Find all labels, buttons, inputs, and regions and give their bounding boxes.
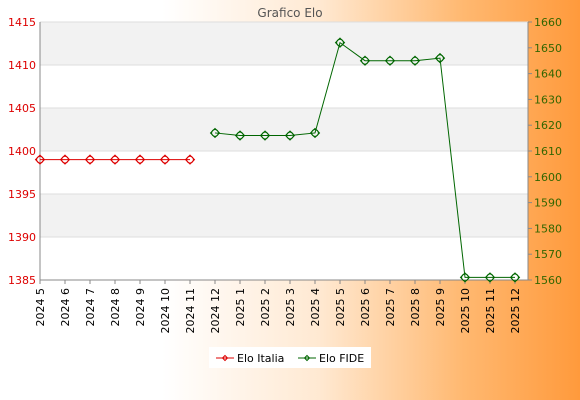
right-tick-label-1570: 1570 [534,248,562,261]
right-tick-label-1600: 1600 [534,171,562,184]
plot-band [40,108,528,151]
point-ring-elo-fide [286,131,294,140]
point-ring-elo-fide [486,273,494,282]
left-tick-label-1415: 1415 [8,16,36,29]
right-tick-label-1590: 1590 [534,197,562,210]
point-ring-elo-fide [411,56,419,65]
series-layer [34,37,521,283]
x-tick-label-2024-8: 2024 8 [109,288,122,327]
left-tick-label-1405: 1405 [8,102,36,115]
right-tick-label-1610: 1610 [534,145,562,158]
point-ring-elo-fide [386,56,394,65]
right-tick-label-1660: 1660 [534,16,562,29]
x-tick-label-2025-2: 2025 2 [259,288,272,327]
left-tick-label-1395: 1395 [8,188,36,201]
point-ring-elo-fide [511,273,519,282]
point-ring-elo-fide [336,38,344,47]
point-ring-elo-fide [261,131,269,140]
left-tick-label-1385: 1385 [8,274,36,287]
point-ring-elo-fide [211,129,219,137]
x-tick-label-2024-10: 2024 10 [159,288,172,334]
point-ring-elo-italia [86,155,94,164]
x-tick-label-2025-8: 2025 8 [409,288,422,327]
right-tick-label-1640: 1640 [534,68,562,81]
legend-box [209,347,371,368]
left-tick-label-1410: 1410 [8,59,36,72]
x-tick-label-2025-4: 2025 4 [309,288,322,327]
point-ring-elo-fide [436,54,444,63]
right-axis-ticks: 1560 1570 1580 1590 1600 1610 1620 1630 1640 1650… [528,16,562,287]
x-tick-label-2024-6: 2024 6 [59,288,72,327]
legend-label-elo-italia: Elo Italia [237,352,284,365]
legend-marker-elo-fide [303,354,311,362]
series-elo-fide [209,37,521,283]
x-tick-label-2024-5: 2024 5 [34,288,47,327]
point-ring-elo-fide [361,56,369,65]
x-tick-label-2025-9: 2025 9 [434,288,447,327]
x-tick-label-2025-1: 2025 1 [234,288,247,327]
point-ring-elo-italia [61,155,69,164]
x-tick-label-2025-7: 2025 7 [384,288,397,327]
x-tick-label-2024-12: 2024 12 [209,288,222,334]
point-ring-elo-italia [111,155,119,164]
point-ring-elo-fide [461,273,469,282]
x-tick-label-2025-5: 2025 5 [334,288,347,327]
plot-band [40,22,528,65]
point-ring-elo-italia [161,155,169,164]
legend-marker-elo-italia [221,354,229,362]
series-elo-italia [34,154,196,165]
point-ring-elo-fide [311,129,319,137]
series-line-elo-fide [214,41,515,278]
right-tick-label-1580: 1580 [534,222,562,235]
left-tick-label-1390: 1390 [8,231,36,244]
x-tick-label-2024-11: 2024 11 [184,288,197,334]
right-tick-label-1620: 1620 [534,119,562,132]
x-tick-label-2025-10: 2025 10 [459,288,472,334]
x-tick-label-2024-9: 2024 9 [134,288,147,327]
x-tick-label-2025-6: 2025 6 [359,288,372,327]
x-tick-label-2025-3: 2025 3 [284,288,297,327]
right-tick-label-1650: 1650 [534,42,562,55]
right-tick-label-1630: 1630 [534,93,562,106]
left-axis-ticks: 1385 1390 1395 1400 1405 1410 1415 [8,16,36,287]
x-axis-ticks: 2024 5 2024 6 2024 7 2024 8 2024 9 2024 10 202… [34,280,522,334]
x-tick-label-2025-12: 2025 12 [509,288,522,334]
x-tick-label-2024-7: 2024 7 [84,288,97,327]
left-tick-label-1400: 1400 [8,145,36,158]
legend: Elo Italia Elo FIDE [209,347,371,368]
point-ring-elo-italia [136,155,144,164]
point-ring-elo-fide [236,131,244,140]
x-tick-label-2025-11: 2025 11 [484,288,497,334]
chart-title: Grafico Elo [257,6,322,20]
plot-band [40,194,528,237]
point-ring-elo-italia [186,155,194,164]
right-tick-label-1560: 1560 [534,274,562,287]
point-ring-elo-italia [36,155,44,164]
legend-label-elo-fide: Elo FIDE [319,352,364,365]
